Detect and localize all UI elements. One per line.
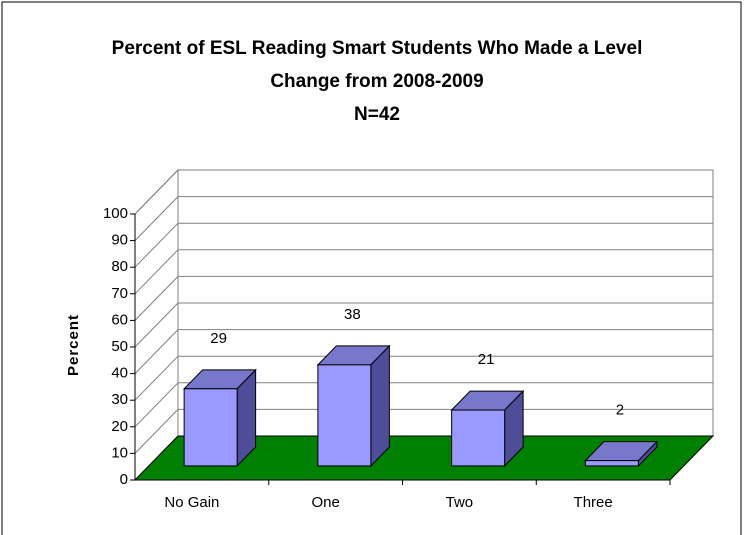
chart-title: Percent of ESL Reading Smart Students Wh… [111,38,643,92]
y-tick-label: 60 [111,311,128,328]
bar [584,460,639,467]
y-tick-label: 100 [103,205,128,222]
y-tick-label: 50 [111,338,128,355]
x-tick-label: One [311,494,339,511]
y-tick-label: 20 [111,418,128,435]
bar-side [370,344,390,468]
y-tick-label: 0 [120,471,128,488]
grid-line [134,169,179,215]
chart-subtitle: N=42 [354,104,400,125]
x-tick-label: Two [446,494,474,511]
x-tick-label: Three [574,494,613,511]
value-label: 21 [478,351,495,368]
x-tick-label: No Gain [164,494,219,511]
grid-line [134,382,179,428]
grid-line [134,249,179,295]
value-label: 2 [616,402,624,419]
value-label: 29 [210,330,227,347]
y-tick-label: 40 [111,365,128,382]
bar [183,388,238,467]
y-tick-label: 10 [111,444,128,461]
value-label: 38 [344,306,361,323]
grid-line [134,302,179,348]
y-tick-label: 80 [111,258,128,275]
bar [451,409,506,467]
grid-line [134,329,179,374]
grid-line [134,409,179,454]
y-axis-label: Percent [65,314,82,376]
bar [317,364,372,467]
grid-line [134,222,179,268]
y-tick-label: 30 [111,391,128,408]
grid-line [134,276,179,321]
grid-line [134,196,179,241]
grid-line [134,355,179,401]
y-tick-label: 90 [111,232,128,249]
y-tick-label: 70 [111,285,128,302]
